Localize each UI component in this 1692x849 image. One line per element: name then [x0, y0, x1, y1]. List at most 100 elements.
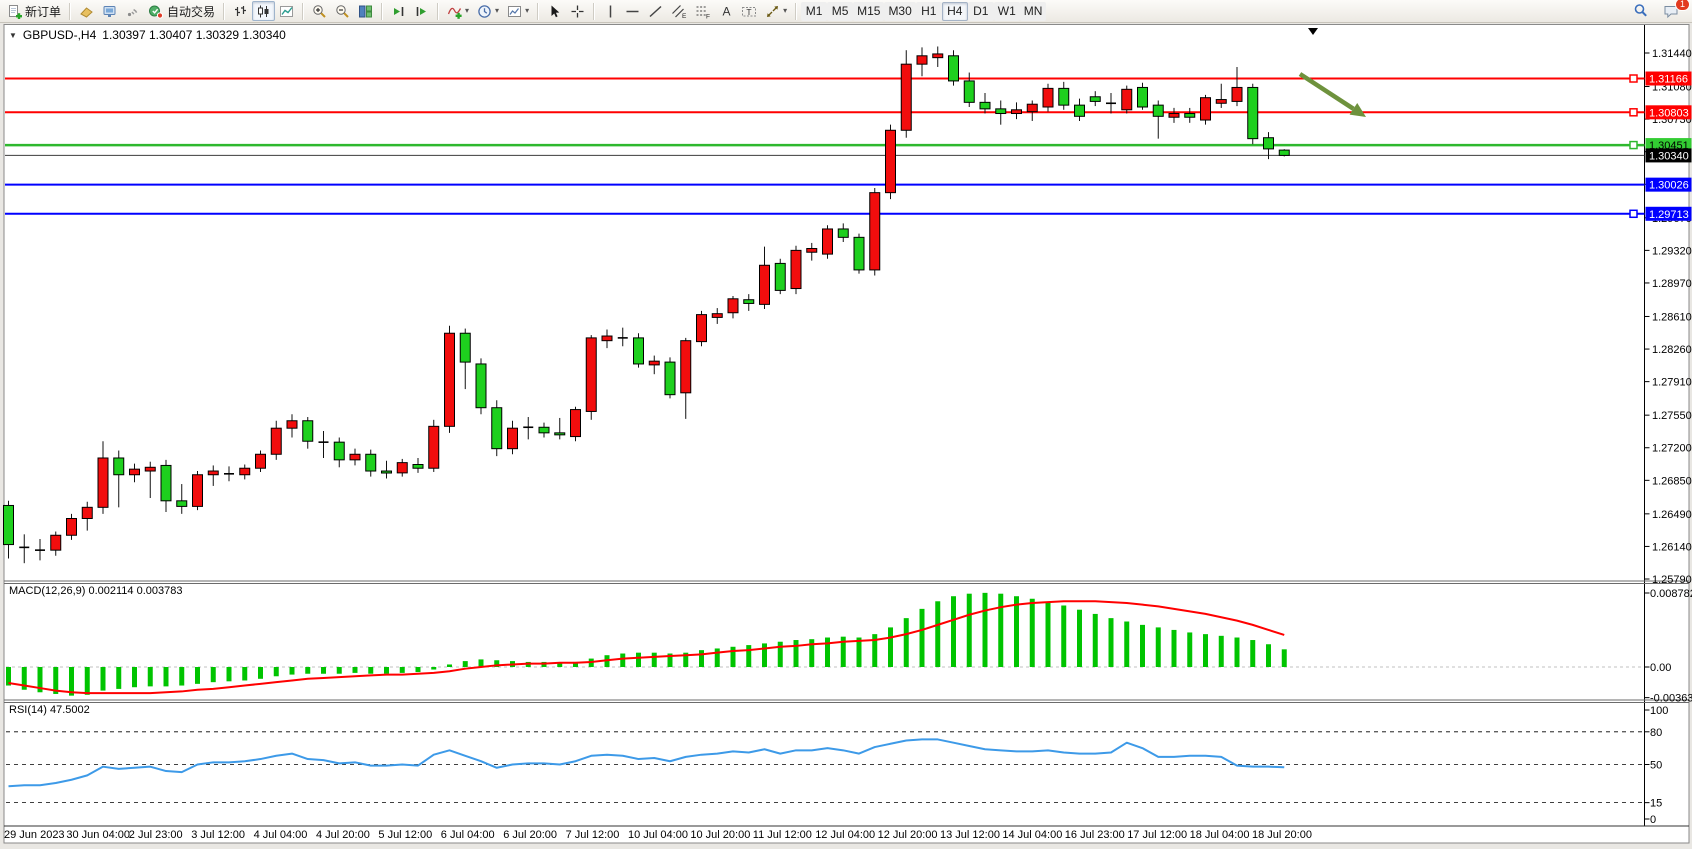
indicators-icon: [447, 4, 462, 19]
price-badge-label: 1.30340: [1649, 150, 1689, 162]
text-button[interactable]: A: [715, 1, 737, 21]
candle: [507, 427, 518, 450]
macd-bar: [273, 667, 279, 677]
rsi-line: [8, 738, 1285, 788]
search-button[interactable]: [1629, 1, 1653, 21]
metaeditor-button[interactable]: [98, 1, 121, 21]
price-badge-label: 1.30803: [1649, 107, 1689, 119]
candle: [1278, 149, 1290, 156]
market-watch-button[interactable]: [75, 1, 98, 21]
horizontal-line-icon: [625, 4, 640, 19]
candlestick-chart-button[interactable]: [252, 1, 276, 21]
candle: [696, 314, 707, 343]
chart-shift-marker[interactable]: [1308, 28, 1318, 35]
macd-bar: [573, 661, 578, 667]
ohlc-values-label: 1.30397 1.30407 1.30329 1.30340: [102, 28, 286, 42]
bar-chart-button[interactable]: [229, 1, 252, 21]
line-chart-button[interactable]: [275, 1, 298, 21]
cursor-button[interactable]: [543, 1, 566, 21]
macd-bar: [6, 667, 11, 686]
crosshair-button[interactable]: [566, 1, 589, 21]
x-axis-label: 18 Jul 20:00: [1252, 829, 1312, 841]
price-badge-label: 1.31166: [1649, 74, 1688, 86]
timeframe-button-w1[interactable]: W1: [993, 1, 1020, 21]
macd-bar: [714, 648, 720, 667]
candle: [1215, 99, 1227, 104]
macd-bar: [53, 667, 59, 694]
line-anchor-marker[interactable]: [1629, 140, 1638, 150]
macd-bar: [636, 652, 641, 667]
timeframe-button-m30[interactable]: M30: [884, 1, 916, 21]
timeframe-button-h1[interactable]: H1: [915, 1, 942, 21]
equidistant-channel-button[interactable]: E: [667, 1, 691, 21]
price-tick-label: 1.27200: [1652, 443, 1692, 455]
macd-bar: [809, 639, 815, 667]
zoom-in-button[interactable]: [308, 1, 331, 21]
horizontal-line-button[interactable]: [621, 1, 644, 21]
candle: [759, 264, 770, 305]
symbol-dropdown-icon[interactable]: ▼: [9, 30, 17, 40]
toolbar-separator: [223, 2, 226, 20]
candle: [633, 337, 644, 365]
rsi-panel-label: RSI(14) 47.5002: [9, 704, 90, 716]
trend-arrow-head[interactable]: [1349, 102, 1366, 117]
line-anchor-marker[interactable]: [1629, 209, 1638, 219]
macd-bar: [336, 667, 342, 674]
chart-title: ▼ GBPUSD-,H4 1.30397 1.30407 1.30329 1.3…: [9, 28, 286, 42]
timeframe-button-m5[interactable]: M5: [827, 1, 854, 21]
line-anchor-marker[interactable]: [1629, 74, 1638, 83]
candle: [97, 457, 109, 508]
indicators-button[interactable]: ▾: [443, 1, 473, 21]
macd-bar: [37, 667, 43, 693]
x-axis-label: 2 Jul 23:00: [129, 829, 183, 841]
arrows-icon: [765, 4, 780, 19]
vertical-line-button[interactable]: [599, 1, 621, 21]
toolbar-separator: [537, 2, 540, 20]
timeframe-button-h4[interactable]: H4: [941, 1, 968, 21]
macd-bar: [935, 601, 941, 667]
fibonacci-button[interactable]: F: [691, 1, 715, 21]
candle: [822, 228, 833, 255]
price-badge-label: 1.29713: [1649, 209, 1689, 221]
macd-bar: [1045, 602, 1051, 667]
new-order-button[interactable]: 新订单: [3, 1, 65, 21]
timeframe-button-m1[interactable]: M1: [801, 1, 828, 21]
auto-scroll-button[interactable]: [387, 1, 410, 21]
macd-bar: [1203, 634, 1208, 667]
candle: [1011, 109, 1022, 115]
arrows-button[interactable]: ▾: [761, 1, 791, 21]
timeframe-button-m15[interactable]: M15: [853, 1, 885, 21]
x-axis-label: 17 Jul 12:00: [1127, 829, 1187, 841]
macd-bar: [966, 593, 972, 667]
x-axis-label: 11 Jul 12:00: [753, 829, 812, 841]
trendline-button[interactable]: [644, 1, 667, 21]
timeframe-button-mn[interactable]: MN: [1019, 1, 1047, 21]
text-label-button[interactable]: T: [737, 1, 761, 21]
timeframe-button-d1[interactable]: D1: [967, 1, 994, 21]
signal-button[interactable]: [121, 1, 144, 21]
macd-bar: [384, 667, 389, 674]
chevron-down-icon: ▾: [495, 6, 500, 15]
candle: [948, 55, 959, 82]
price-tick-label: 1.26850: [1652, 475, 1692, 487]
autotrading-button[interactable]: 自动交易: [144, 1, 219, 21]
macd-bar: [1029, 598, 1035, 667]
candle: [1200, 97, 1211, 121]
zoom-out-button[interactable]: [331, 1, 354, 21]
x-axis-label: 10 Jul 20:00: [690, 829, 750, 841]
chart-window-frame: [3, 24, 1690, 844]
trend-arrow-annotation[interactable]: [1298, 72, 1355, 111]
notifications-button[interactable]: 1: [1659, 0, 1690, 21]
templates-button[interactable]: ▾: [503, 1, 533, 21]
macd-bar: [352, 667, 358, 673]
candle: [207, 470, 219, 476]
chart-shift-button[interactable]: [410, 1, 433, 21]
macd-axis-label: -0.003637: [1650, 693, 1692, 705]
periods-button[interactable]: ▾: [473, 1, 503, 21]
macd-bar: [919, 608, 925, 667]
line-anchor-marker[interactable]: [1629, 108, 1638, 117]
rsi-axis-label: 0: [1650, 814, 1656, 826]
tile-windows-button[interactable]: [354, 1, 377, 21]
x-axis-label: 16 Jul 23:00: [1065, 829, 1125, 841]
